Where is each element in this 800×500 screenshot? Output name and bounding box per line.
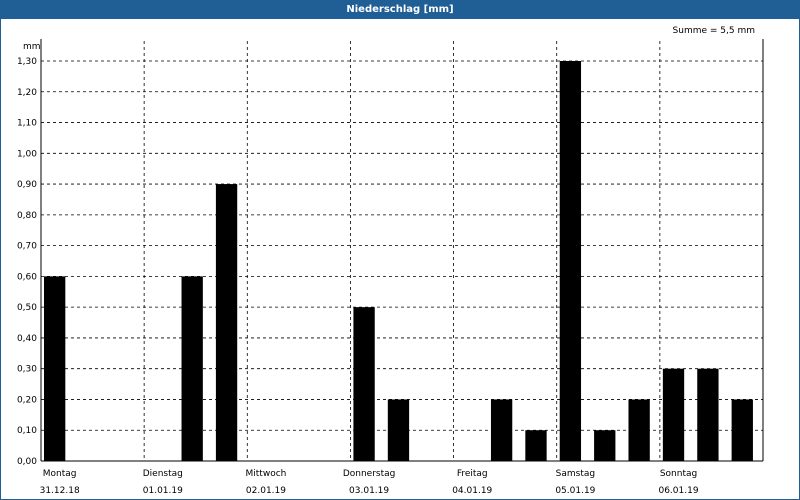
y-tick-label: 0,20	[17, 395, 37, 405]
bar	[662, 368, 685, 461]
y-tick-label: 0,30	[17, 365, 37, 375]
bar	[181, 276, 203, 461]
y-tick-label: 0,40	[17, 334, 37, 344]
x-day-date-label: 02.01.19	[246, 486, 286, 496]
y-tick-label: 1,10	[17, 119, 37, 129]
y-tick-label: 1,30	[17, 57, 37, 67]
bar	[490, 399, 513, 461]
bar	[594, 430, 616, 461]
x-day-name-label: Donnerstag	[343, 469, 396, 479]
y-tick-label: 0,90	[17, 180, 37, 190]
y-tick-label: 0,50	[17, 303, 37, 313]
y-tick-label: 0,70	[17, 242, 37, 252]
y-tick-label: 1,20	[17, 88, 37, 98]
bar	[697, 368, 719, 461]
bar	[525, 430, 547, 461]
y-axis-label: mm	[23, 42, 41, 52]
y-tick-label: 0,80	[17, 211, 37, 221]
sum-label: Summe = 5,5 mm	[672, 26, 755, 36]
bar	[353, 307, 375, 461]
bar	[731, 399, 753, 461]
bar	[215, 184, 238, 462]
chart-title: Niederschlag [mm]	[1, 1, 799, 19]
bar	[44, 276, 66, 461]
x-day-name-label: Freitag	[457, 469, 488, 479]
x-day-name-label: Mittwoch	[246, 469, 287, 479]
bar	[387, 399, 410, 461]
y-tick-label: 0,00	[17, 457, 37, 467]
x-day-date-label: 03.01.19	[349, 486, 389, 496]
x-day-name-label: Montag	[43, 469, 77, 479]
x-day-date-label: 31.12.18	[40, 486, 80, 496]
x-day-date-label: 05.01.19	[555, 486, 595, 496]
y-tick-label: 1,00	[17, 149, 37, 159]
bar	[628, 399, 650, 461]
x-day-name-label: Sonntag	[660, 469, 697, 479]
x-day-date-label: 06.01.19	[658, 486, 698, 496]
x-day-date-label: 04.01.19	[452, 486, 492, 496]
y-tick-label: 0,10	[17, 426, 37, 436]
x-day-date-label: 01.01.19	[143, 486, 183, 496]
x-day-name-label: Dienstag	[143, 469, 183, 479]
x-day-name-label: Samstag	[556, 469, 595, 479]
y-tick-label: 0,60	[17, 272, 37, 282]
precipitation-chart: mm 0,00 0,10 0,20 0,30 0,40 0,50 0,60 0,70 0,80 0…	[17, 39, 764, 496]
bar	[559, 61, 582, 461]
